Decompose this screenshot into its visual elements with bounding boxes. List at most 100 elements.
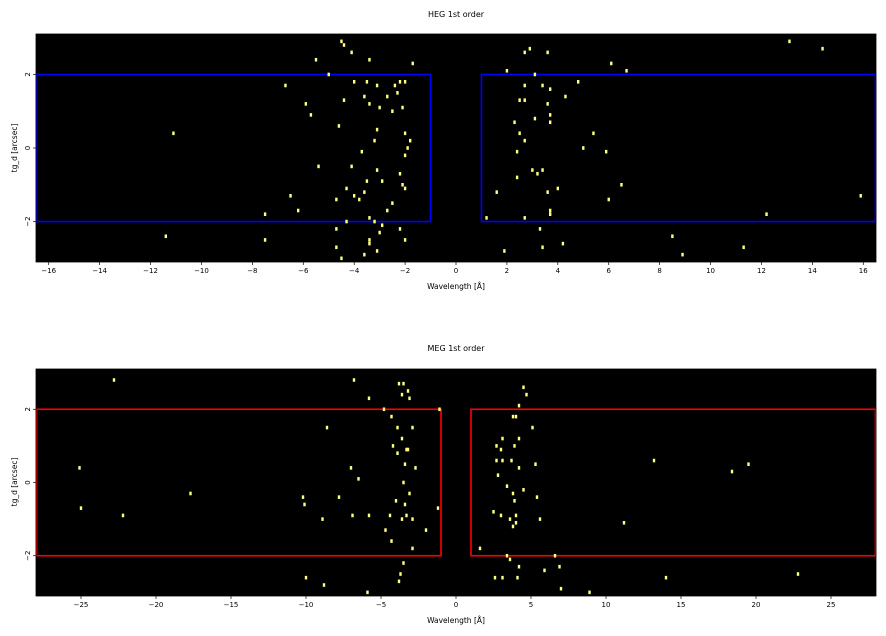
event-point bbox=[403, 238, 407, 242]
event-point bbox=[499, 513, 503, 518]
event-point bbox=[523, 83, 526, 88]
event-point bbox=[499, 447, 503, 452]
event-point bbox=[345, 219, 348, 224]
y-tick-label: −2 bbox=[24, 551, 32, 561]
event-point bbox=[352, 378, 356, 382]
x-tick-label: −4 bbox=[349, 267, 360, 275]
event-point bbox=[495, 444, 498, 448]
event-point bbox=[533, 72, 537, 77]
event-point bbox=[528, 46, 532, 51]
event-point bbox=[517, 436, 521, 441]
x-tick-label: −5 bbox=[376, 601, 386, 609]
event-point bbox=[514, 513, 518, 518]
heg-region-1 bbox=[35, 73, 432, 223]
event-point bbox=[357, 477, 360, 481]
event-point bbox=[522, 385, 525, 390]
event-point bbox=[363, 252, 366, 257]
event-point bbox=[378, 230, 381, 235]
event-point bbox=[546, 190, 549, 194]
event-point bbox=[788, 39, 791, 44]
event-point bbox=[408, 396, 411, 401]
x-tick-label: 25 bbox=[827, 601, 836, 609]
event-point bbox=[350, 164, 353, 169]
event-point bbox=[561, 241, 565, 246]
event-point bbox=[367, 396, 371, 401]
event-point bbox=[350, 50, 353, 55]
event-point bbox=[304, 102, 308, 106]
meg-x-ticks: −25 −20 −15 −10 −5 0 5 10 15 20 25 bbox=[74, 596, 836, 609]
event-point bbox=[368, 238, 371, 242]
event-point bbox=[408, 138, 412, 143]
event-point bbox=[518, 131, 521, 136]
event-point bbox=[513, 444, 516, 448]
event-point bbox=[397, 579, 401, 584]
heg-regions bbox=[35, 73, 877, 223]
event-point bbox=[342, 98, 346, 102]
event-point bbox=[263, 238, 267, 242]
event-point bbox=[511, 414, 515, 419]
event-point bbox=[402, 561, 405, 565]
event-point bbox=[671, 234, 674, 239]
event-point bbox=[325, 425, 329, 430]
heg-panel: HEG 1st order −16 −14 −12 −10 −8 −6 −4 −2 0 2 4 6 8 1… bbox=[10, 10, 877, 291]
heg-y-ticks: −2 0 2 bbox=[24, 72, 36, 227]
event-point bbox=[515, 149, 519, 154]
event-point bbox=[620, 182, 623, 187]
event-point bbox=[558, 564, 561, 569]
event-point bbox=[352, 194, 356, 198]
event-point bbox=[513, 120, 516, 125]
event-point bbox=[510, 458, 513, 463]
heg-x-axis-label: Wavelength [Å] bbox=[427, 282, 485, 291]
x-tick-label: −16 bbox=[41, 267, 56, 275]
y-tick-label: 2 bbox=[24, 407, 32, 411]
event-point bbox=[508, 557, 512, 562]
event-point bbox=[517, 466, 521, 470]
meg-y-ticks: −2 0 2 bbox=[24, 407, 36, 561]
x-tick-label: 0 bbox=[454, 601, 458, 609]
event-point bbox=[363, 94, 366, 99]
x-tick-label: −20 bbox=[149, 601, 164, 609]
event-point bbox=[556, 186, 560, 191]
event-point bbox=[508, 517, 512, 521]
event-point bbox=[548, 212, 552, 216]
event-point bbox=[493, 575, 497, 580]
event-point bbox=[365, 80, 369, 84]
event-point bbox=[403, 80, 407, 84]
event-point bbox=[391, 444, 395, 448]
meg-plot-area bbox=[36, 369, 876, 596]
x-tick-label: 10 bbox=[706, 267, 715, 275]
event-point bbox=[321, 517, 324, 521]
event-point bbox=[513, 499, 516, 503]
event-point bbox=[386, 94, 389, 99]
event-point bbox=[373, 219, 376, 224]
x-tick-label: −15 bbox=[224, 601, 239, 609]
event-point bbox=[505, 553, 509, 558]
x-tick-label: −25 bbox=[74, 601, 89, 609]
event-point bbox=[340, 256, 343, 261]
event-point bbox=[592, 131, 595, 136]
heg-plot-area bbox=[36, 34, 876, 262]
event-point bbox=[535, 495, 539, 499]
y-tick-label: 0 bbox=[24, 146, 32, 150]
event-point bbox=[511, 524, 515, 529]
event-point bbox=[335, 227, 338, 231]
event-point bbox=[405, 447, 408, 452]
x-tick-label: 14 bbox=[808, 267, 817, 275]
event-point bbox=[523, 138, 526, 143]
event-point bbox=[368, 216, 371, 220]
meg-title: MEG 1st order bbox=[428, 344, 486, 353]
x-tick-label: 6 bbox=[606, 267, 611, 275]
event-point bbox=[406, 447, 410, 452]
x-tick-label: −2 bbox=[400, 267, 410, 275]
event-point bbox=[607, 197, 610, 202]
x-tick-label: −8 bbox=[247, 267, 257, 275]
event-point bbox=[681, 252, 684, 257]
event-point bbox=[548, 208, 552, 213]
event-point bbox=[398, 227, 402, 231]
event-point bbox=[284, 83, 287, 88]
event-point bbox=[485, 216, 488, 220]
event-point bbox=[406, 146, 409, 150]
heg-title: HEG 1st order bbox=[428, 10, 485, 19]
event-point bbox=[398, 171, 402, 176]
